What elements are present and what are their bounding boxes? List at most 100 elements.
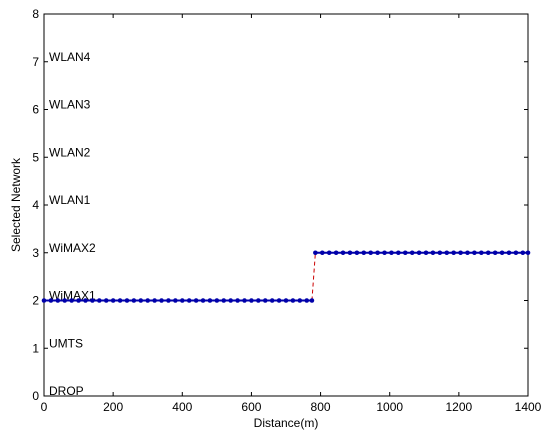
data-point <box>41 298 47 303</box>
data-point <box>297 298 303 303</box>
x-tick-label: 0 <box>41 400 48 414</box>
data-point <box>193 298 199 303</box>
data-point <box>304 298 310 303</box>
data-point <box>110 298 116 303</box>
data-point <box>437 250 443 256</box>
transition-line <box>311 252 316 301</box>
data-point <box>117 298 123 303</box>
data-point <box>290 298 296 303</box>
data-point <box>186 298 192 303</box>
data-point <box>389 250 394 256</box>
data-point <box>416 250 422 256</box>
data-point <box>214 298 220 303</box>
data-point <box>48 298 54 303</box>
x-tick-label: 1200 <box>446 400 473 414</box>
data-point <box>313 250 318 256</box>
data-point <box>124 298 130 303</box>
x-tick-label: 800 <box>311 400 331 414</box>
data-point <box>145 298 151 303</box>
y-tick-label: 2 <box>32 294 39 308</box>
data-point <box>375 250 380 256</box>
data-point <box>485 250 491 256</box>
data-point <box>283 298 289 303</box>
data-point <box>221 298 227 303</box>
data-point <box>423 250 429 256</box>
data-point <box>396 250 401 256</box>
data-point <box>326 250 332 256</box>
data-point <box>103 298 109 303</box>
data-point <box>55 298 61 303</box>
y-tick-label: 1 <box>32 341 39 355</box>
data-point <box>256 298 261 303</box>
data-point <box>207 298 213 303</box>
plot-area <box>43 13 529 397</box>
network-label: WLAN4 <box>49 50 91 64</box>
y-tick-label: 0 <box>32 389 39 403</box>
data-point <box>90 298 95 303</box>
network-label: DROP <box>49 384 84 398</box>
data-point <box>242 298 247 303</box>
data-point <box>382 250 387 256</box>
x-tick-label: 200 <box>103 400 123 414</box>
y-axis-label: Selected Network <box>9 157 23 252</box>
x-tick-label: 1400 <box>515 400 542 414</box>
data-point <box>451 250 456 256</box>
data-point <box>409 250 415 256</box>
network-label: WLAN3 <box>49 98 91 112</box>
data-point <box>506 250 512 256</box>
data-point <box>159 298 164 303</box>
data-point <box>249 298 254 303</box>
data-point <box>402 250 408 256</box>
data-point <box>83 298 88 303</box>
data-point <box>472 250 477 256</box>
data-point <box>179 298 185 303</box>
x-axis-label: Distance(m) <box>254 416 319 430</box>
y-tick-label: 4 <box>32 198 39 212</box>
data-point <box>430 250 436 256</box>
data-point <box>525 250 531 256</box>
x-tick-label: 400 <box>172 400 192 414</box>
y-tick-label: 5 <box>32 150 39 164</box>
data-point <box>465 250 470 256</box>
data-point <box>513 250 519 256</box>
data-point <box>262 298 268 303</box>
data-point <box>69 298 74 303</box>
data-point <box>333 250 339 256</box>
data-point <box>138 298 144 303</box>
network-label: WLAN1 <box>49 193 91 207</box>
data-point <box>320 250 325 256</box>
network-label: WLAN2 <box>49 145 91 159</box>
data-point <box>269 298 275 303</box>
data-point <box>340 250 346 256</box>
y-tick-label: 8 <box>32 7 39 21</box>
data-point <box>200 298 206 303</box>
data-point <box>444 250 450 256</box>
data-point <box>235 298 240 303</box>
data-point <box>520 250 526 256</box>
data-point <box>131 298 137 303</box>
y-tick-label: 6 <box>32 103 39 117</box>
y-tick-label: 3 <box>32 246 39 260</box>
data-point <box>97 298 102 303</box>
data-point <box>152 298 157 303</box>
x-tick-label: 1000 <box>376 400 403 414</box>
data-point <box>76 298 81 303</box>
data-point <box>62 298 68 303</box>
x-tick-label: 600 <box>241 400 261 414</box>
data-point <box>166 298 171 303</box>
y-tick-label: 7 <box>32 55 39 69</box>
data-point <box>479 250 484 256</box>
data-point <box>354 250 360 256</box>
data-point <box>368 250 374 256</box>
data-point <box>458 250 463 256</box>
data-point <box>361 250 367 256</box>
data-point <box>276 298 282 303</box>
data-point <box>347 250 353 256</box>
data-point <box>309 298 315 303</box>
data-point <box>499 250 505 256</box>
network-label: UMTS <box>49 336 83 350</box>
network-label: WiMAX2 <box>49 241 96 255</box>
data-point <box>173 298 178 303</box>
data-point <box>228 298 233 303</box>
